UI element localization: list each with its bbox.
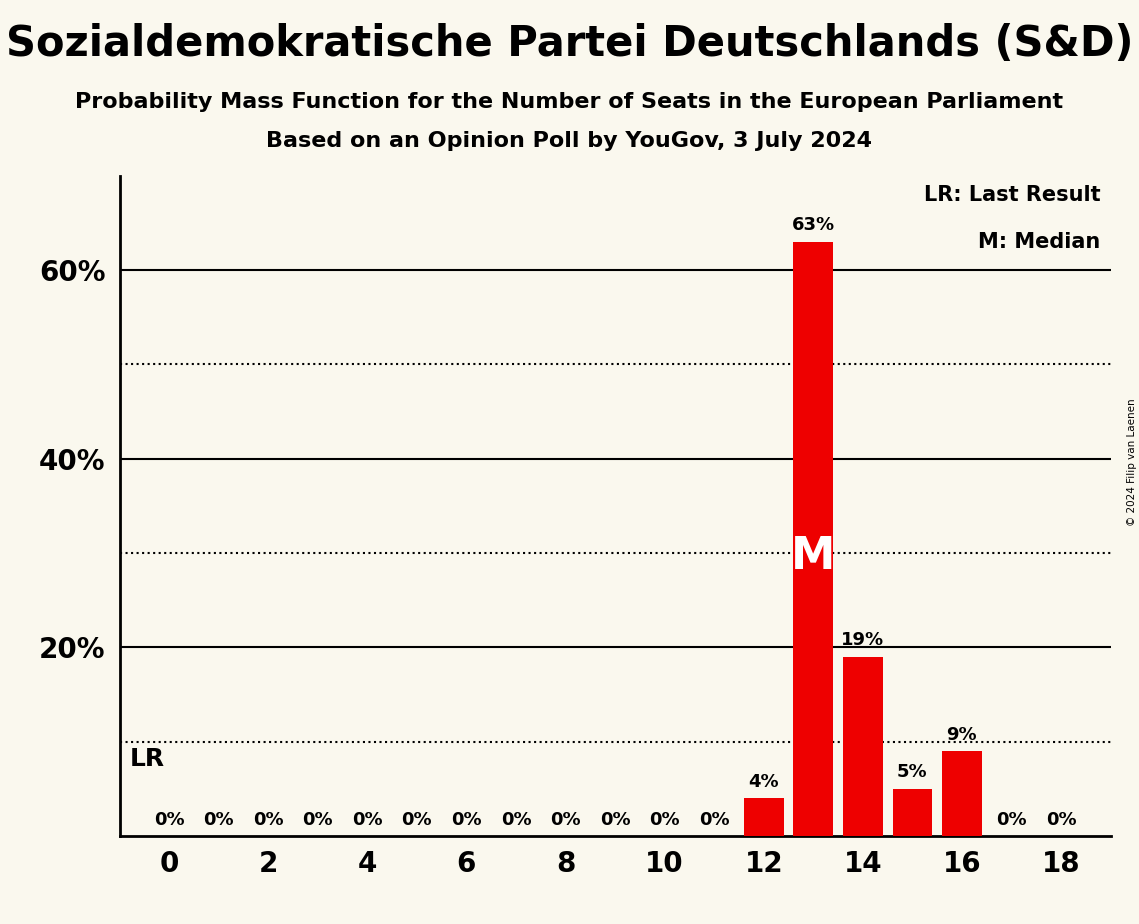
Text: 9%: 9% [947, 725, 977, 744]
Text: 0%: 0% [154, 810, 185, 829]
Bar [942, 751, 982, 836]
Text: M: M [792, 535, 835, 578]
Text: 0%: 0% [600, 810, 630, 829]
Text: 0%: 0% [501, 810, 531, 829]
Text: 5%: 5% [898, 763, 927, 782]
Text: 0%: 0% [649, 810, 680, 829]
Text: Probability Mass Function for the Number of Seats in the European Parliament: Probability Mass Function for the Number… [75, 92, 1064, 113]
Text: LR: Last Result: LR: Last Result [924, 185, 1100, 205]
Text: 0%: 0% [1046, 810, 1076, 829]
Text: 0%: 0% [303, 810, 333, 829]
Text: 0%: 0% [699, 810, 729, 829]
Text: 0%: 0% [997, 810, 1026, 829]
Text: M: Median: M: Median [978, 232, 1100, 252]
Bar [744, 798, 784, 836]
Bar [843, 657, 883, 836]
Text: 4%: 4% [748, 772, 779, 791]
Text: 0%: 0% [352, 810, 383, 829]
Text: 0%: 0% [253, 810, 284, 829]
Text: 0%: 0% [402, 810, 432, 829]
Text: Sozialdemokratische Partei Deutschlands (S&D): Sozialdemokratische Partei Deutschlands … [6, 23, 1133, 65]
Text: 0%: 0% [550, 810, 581, 829]
Text: 19%: 19% [842, 631, 884, 650]
Text: LR: LR [130, 747, 165, 771]
Text: © 2024 Filip van Laenen: © 2024 Filip van Laenen [1126, 398, 1137, 526]
Text: 63%: 63% [792, 216, 835, 234]
Bar [893, 789, 932, 836]
Text: Based on an Opinion Poll by YouGov, 3 July 2024: Based on an Opinion Poll by YouGov, 3 Ju… [267, 131, 872, 152]
Text: 0%: 0% [451, 810, 482, 829]
Text: 0%: 0% [204, 810, 233, 829]
Bar [794, 241, 833, 836]
